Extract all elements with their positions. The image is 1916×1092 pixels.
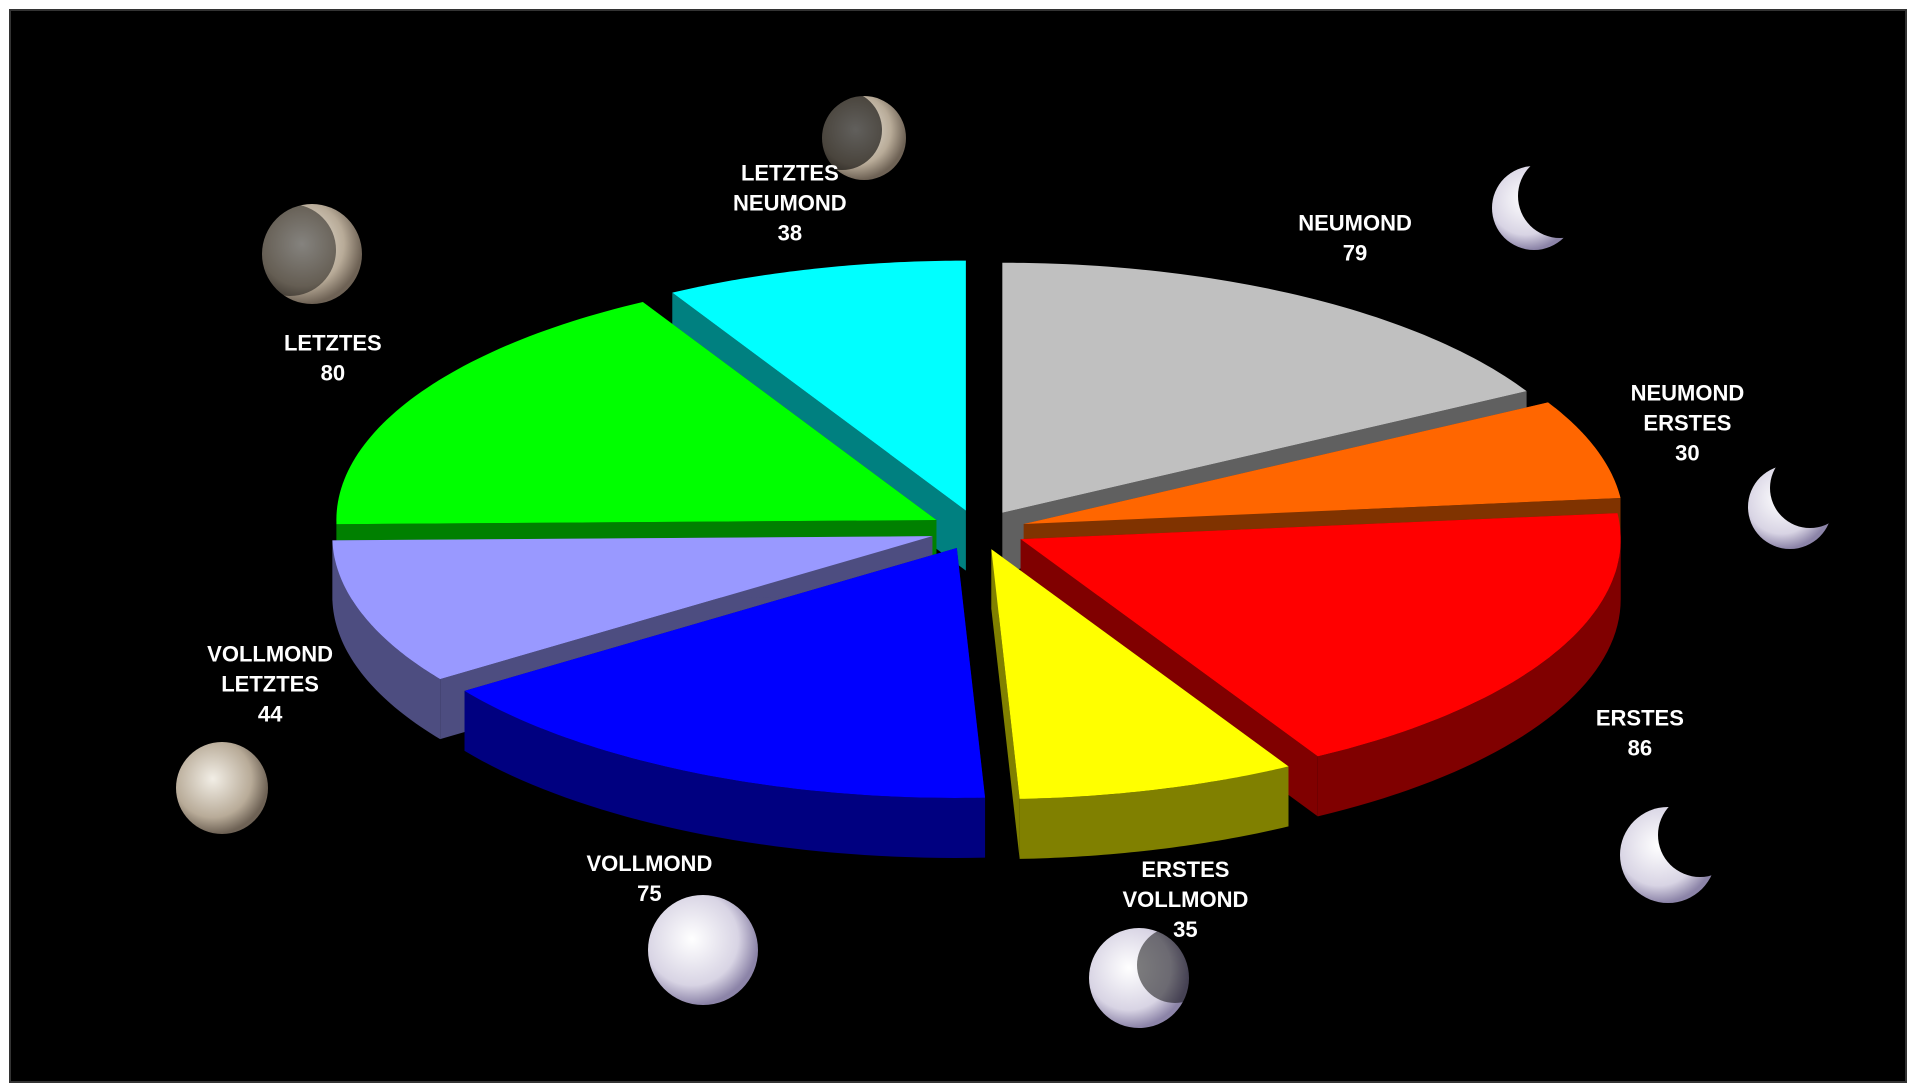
slice-label: NEUMOND ERSTES 30 [1631, 381, 1745, 466]
value-label: 35 [1173, 917, 1197, 942]
slice-top [336, 302, 937, 525]
category-label: ERSTES [1141, 857, 1229, 882]
category-label: LETZTES [221, 672, 319, 697]
slice-label: VOLLMOND LETZTES 44 [207, 642, 333, 727]
slice-label: LETZTES NEUMOND 38 [733, 161, 847, 246]
slice-wall [464, 690, 986, 858]
slice-top [1023, 402, 1621, 524]
slice-top [991, 549, 1289, 799]
slice-label: VOLLMOND 75 [586, 851, 712, 906]
slice-label: ERSTES VOLLMOND 35 [1122, 857, 1248, 942]
category-label: LETZTES [284, 331, 382, 356]
value-label: 79 [1343, 241, 1367, 266]
value-label: 38 [778, 221, 802, 246]
category-label: NEUMOND [1298, 211, 1412, 236]
category-label: LETZTES [741, 161, 839, 186]
category-label: NEUMOND [1631, 381, 1745, 406]
slice-top [1020, 513, 1621, 757]
value-label: 30 [1675, 441, 1699, 466]
slice-label: NEUMOND 79 [1298, 211, 1412, 266]
value-label: 86 [1628, 736, 1652, 761]
slice-label: ERSTES 86 [1596, 706, 1684, 761]
category-label: NEUMOND [733, 191, 847, 216]
category-label: VOLLMOND [207, 642, 333, 667]
value-label: 80 [321, 361, 345, 386]
category-label: VOLLMOND [586, 851, 712, 876]
slice-top [464, 547, 986, 798]
category-label: ERSTES [1596, 706, 1684, 731]
slice-side [991, 549, 1020, 859]
category-label: VOLLMOND [1122, 887, 1248, 912]
slice-label: LETZTES 80 [284, 331, 382, 386]
value-label: 44 [258, 702, 283, 727]
value-label: 75 [637, 881, 661, 906]
slice [464, 547, 986, 858]
slice-wall [1317, 539, 1621, 817]
moons [176, 90, 1850, 1028]
slice-top [1002, 262, 1527, 513]
slice-top [672, 260, 966, 511]
category-label: ERSTES [1643, 411, 1731, 436]
slice-wall [1019, 766, 1289, 859]
slice-top [332, 536, 933, 680]
slice [991, 549, 1289, 859]
